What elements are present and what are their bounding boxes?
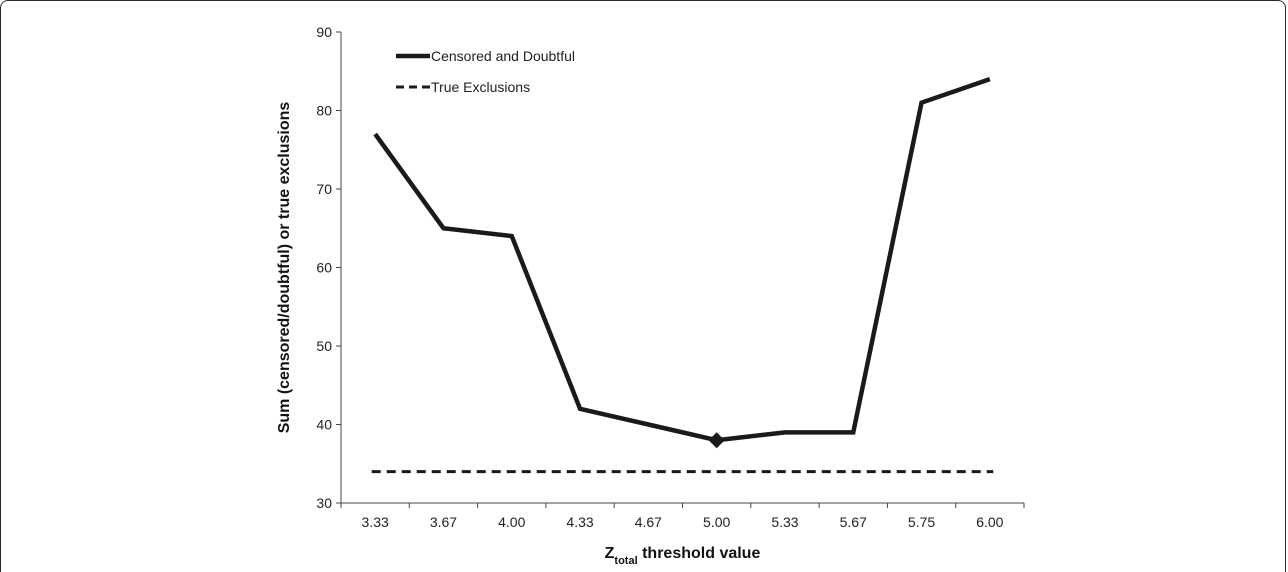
y-tick-label: 60 [316, 260, 332, 276]
y-tick-label: 80 [316, 103, 332, 119]
series-layer [371, 76, 994, 474]
x-tick-label: 5.67 [840, 514, 867, 530]
legend-label-censored: Censored and Doubtful [431, 48, 575, 64]
y-tick-label: 70 [316, 181, 332, 197]
x-tick-label: 3.33 [362, 514, 389, 530]
x-tick-label: 4.00 [498, 514, 525, 530]
x-axis-title-z: Z [605, 545, 615, 562]
minimum-point-marker [708, 432, 725, 449]
legend-label-true-exclusions: True Exclusions [431, 79, 530, 95]
y-tick-label: 40 [316, 417, 332, 433]
y-axis-title: Sum (censored/doubtful) or true exclusio… [276, 102, 293, 434]
x-ticks: 3.33 3.67 4.00 4.33 4.67 5.00 5.33 5.67 5.75 6.00 [340, 503, 1025, 530]
y-ticks: 30 40 50 60 70 80 90 [316, 24, 341, 511]
x-tick-label: 5.00 [703, 514, 730, 530]
legend: Censored and Doubtful True Exclusions [396, 48, 575, 95]
x-tick-label: 5.75 [908, 514, 935, 530]
x-axis-title-rest: threshold value [638, 545, 761, 562]
series-line-censored-and-doubtful [373, 76, 991, 443]
x-tick-label: 4.67 [635, 514, 662, 530]
y-tick-label: 90 [316, 24, 332, 40]
y-tick-label: 50 [316, 338, 332, 354]
x-tick-label: 4.33 [566, 514, 593, 530]
x-axis-title: Ztotal threshold value [605, 545, 761, 567]
x-tick-label: 5.33 [771, 514, 798, 530]
x-axis-title-subscript: total [614, 555, 637, 567]
x-tick-label: 3.67 [430, 514, 457, 530]
x-tick-label: 6.00 [976, 514, 1003, 530]
y-tick-label: 30 [316, 495, 332, 511]
